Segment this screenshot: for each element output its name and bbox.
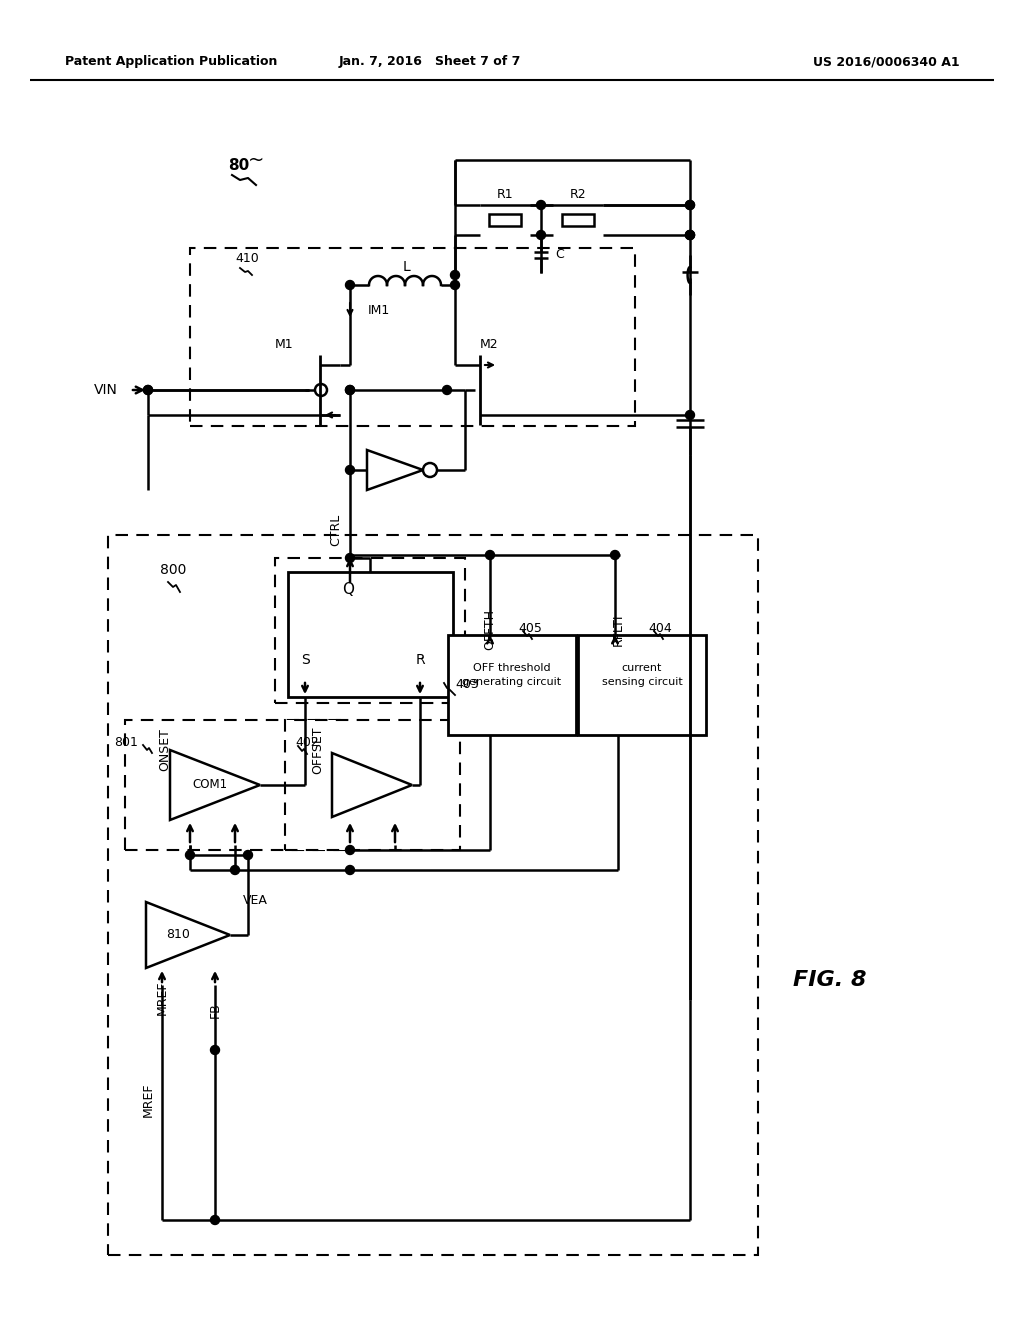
Text: current: current [622,663,663,673]
Circle shape [685,231,694,239]
Circle shape [537,201,546,210]
Text: generating circuit: generating circuit [463,677,561,686]
Bar [449,635,575,735]
Text: FB: FB [209,1002,221,1018]
Text: OFFSET: OFFSET [311,726,325,774]
Text: VEA: VEA [243,894,268,907]
Text: R: R [415,653,425,667]
Text: C: C [555,248,564,261]
Circle shape [345,550,354,560]
Circle shape [211,1045,219,1055]
Circle shape [345,553,354,562]
Circle shape [143,385,153,395]
Bar [125,719,345,850]
Text: Q: Q [342,582,354,598]
Text: OFF threshold: OFF threshold [473,663,551,673]
Circle shape [143,385,153,395]
Bar [108,535,758,1255]
Circle shape [244,850,253,859]
Text: L: L [403,260,411,275]
Text: FIG. 8: FIG. 8 [794,970,866,990]
Circle shape [345,281,354,289]
Circle shape [442,385,452,395]
Text: VIN: VIN [94,383,118,397]
Text: CTRL: CTRL [329,513,342,546]
Circle shape [685,231,694,239]
Bar [489,214,521,226]
Bar [288,572,453,697]
Circle shape [230,866,240,874]
Text: 810: 810 [166,928,189,941]
Text: 80: 80 [228,157,249,173]
Bar [285,719,460,850]
Bar [578,635,706,735]
Circle shape [451,281,460,289]
Bar [190,248,635,426]
Circle shape [685,201,694,210]
Circle shape [185,850,195,859]
Circle shape [685,411,694,420]
Text: 402: 402 [295,735,318,748]
Circle shape [345,466,354,474]
Circle shape [345,866,354,874]
Circle shape [537,231,546,239]
Text: R1: R1 [497,187,513,201]
Text: 404: 404 [648,622,672,635]
Text: 405: 405 [518,622,542,635]
Text: 801: 801 [114,735,138,748]
Text: MREF: MREF [156,981,169,1015]
Text: M1: M1 [275,338,294,351]
Text: ~: ~ [248,150,264,169]
Circle shape [345,385,354,395]
Text: US 2016/0006340 A1: US 2016/0006340 A1 [813,55,961,69]
Text: Patent Application Publication: Patent Application Publication [65,55,278,69]
Text: 800: 800 [160,564,186,577]
Text: sensing circuit: sensing circuit [602,677,682,686]
Text: 410: 410 [234,252,259,264]
Text: MREF: MREF [141,1082,155,1117]
Circle shape [610,550,620,560]
Circle shape [685,201,694,210]
Text: IM1: IM1 [368,304,390,317]
Circle shape [451,271,460,280]
Text: R2: R2 [569,187,587,201]
Text: M2: M2 [480,338,499,351]
Text: COM1: COM1 [193,779,227,792]
Text: Jan. 7, 2016   Sheet 7 of 7: Jan. 7, 2016 Sheet 7 of 7 [339,55,521,69]
Circle shape [345,385,354,395]
Text: ONSET: ONSET [159,729,171,771]
Circle shape [345,846,354,854]
Text: OFFTH: OFFTH [483,610,497,651]
Text: 403: 403 [455,678,479,692]
Circle shape [211,1216,219,1225]
Bar [562,214,594,226]
Text: RFLTI: RFLTI [611,614,625,647]
Text: S: S [301,653,309,667]
Bar [275,558,465,704]
Circle shape [485,550,495,560]
Circle shape [685,231,694,239]
